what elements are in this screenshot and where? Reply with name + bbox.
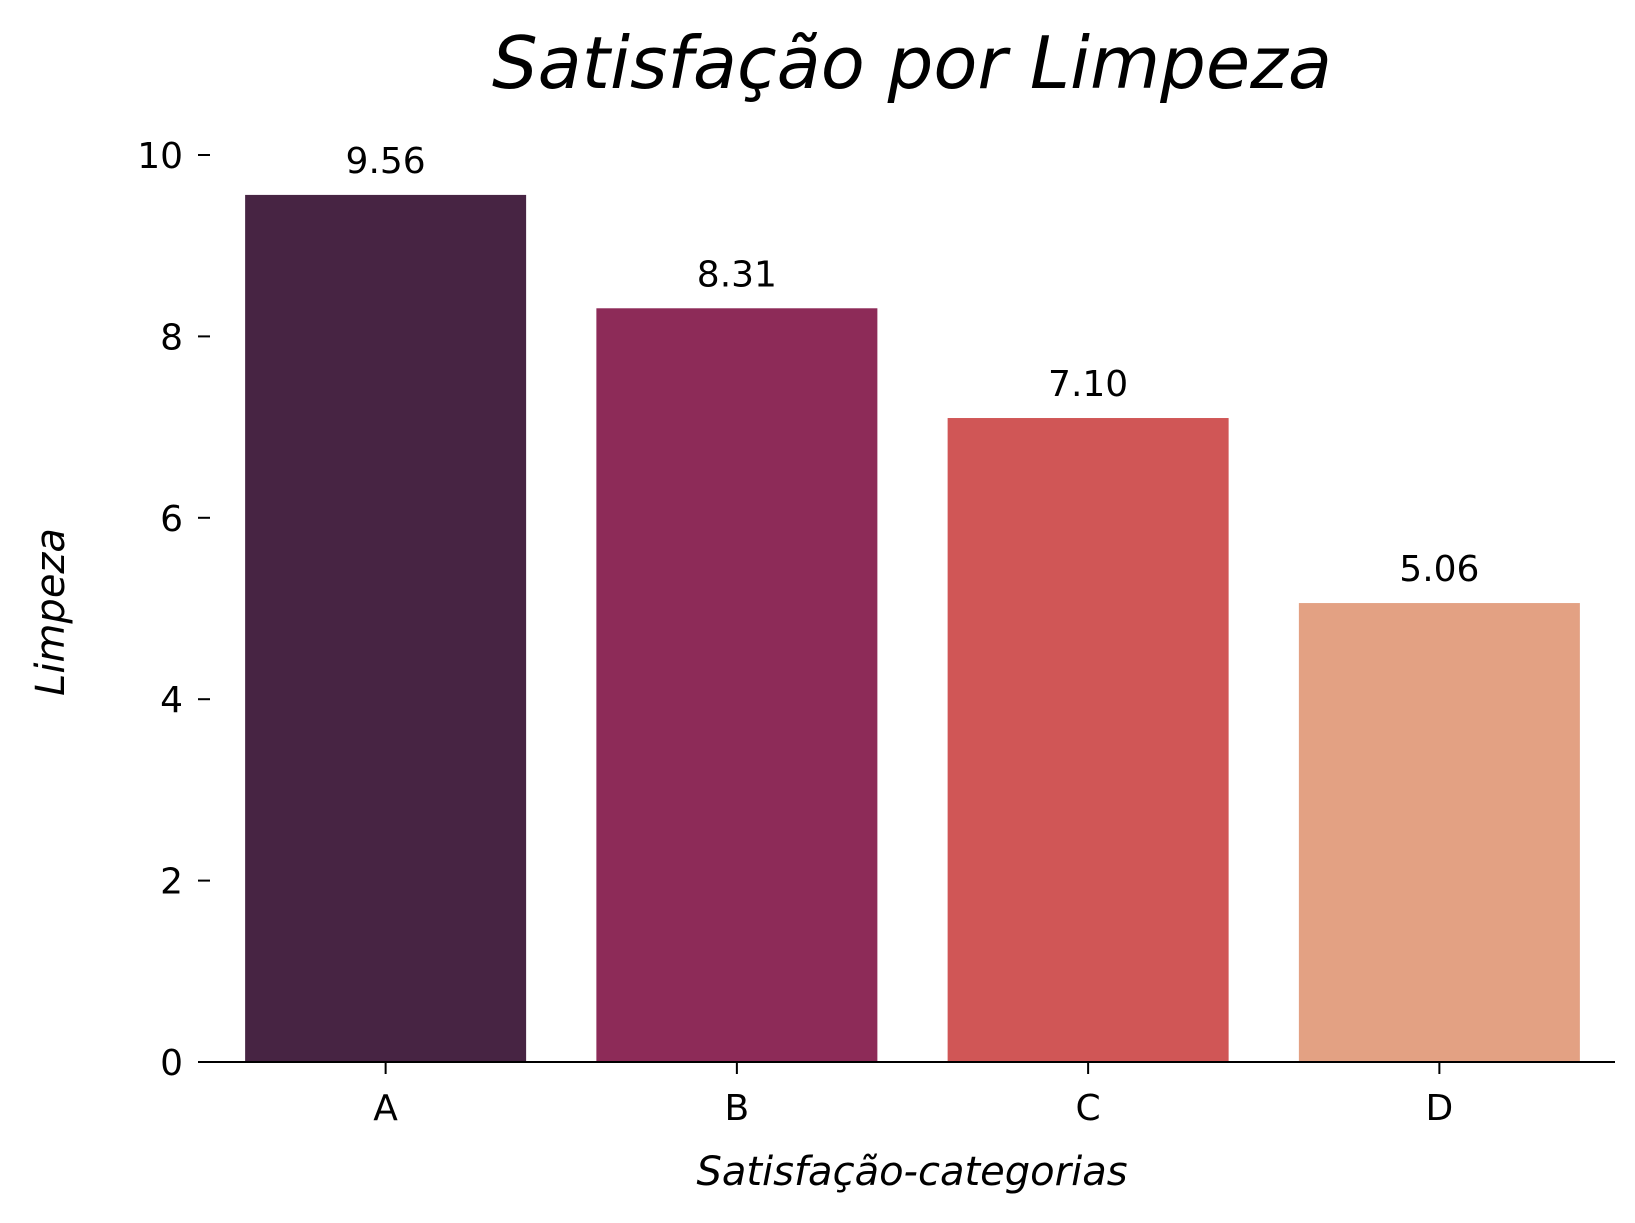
x-tick-label-a: A bbox=[373, 1088, 398, 1129]
x-tick-label-b: B bbox=[725, 1088, 750, 1129]
bar-c bbox=[947, 418, 1229, 1062]
value-label-a: 9.56 bbox=[346, 141, 426, 182]
bar-b bbox=[596, 308, 878, 1063]
y-axis: 0 2 4 6 8 10 bbox=[137, 136, 210, 1084]
y-axis-label: Limpeza bbox=[28, 528, 74, 696]
chart-title: Satisfação por Limpeza bbox=[492, 21, 1332, 105]
x-axis: A B C D bbox=[210, 1061, 1615, 1129]
value-labels-group: 9.56 8.31 7.10 5.06 bbox=[346, 141, 1480, 590]
x-tick-label-c: C bbox=[1076, 1088, 1101, 1129]
value-label-c: 7.10 bbox=[1048, 364, 1128, 405]
y-tick-label-6: 6 bbox=[160, 499, 183, 540]
bar-a bbox=[245, 194, 527, 1062]
y-tick-label-4: 4 bbox=[160, 680, 183, 721]
y-tick-label-8: 8 bbox=[160, 317, 183, 358]
value-label-b: 8.31 bbox=[697, 254, 777, 295]
x-axis-label: Satisfação-categorias bbox=[696, 1149, 1127, 1195]
y-tick-label-10: 10 bbox=[137, 136, 183, 177]
y-tick-label-2: 2 bbox=[160, 862, 183, 903]
bar-d bbox=[1298, 603, 1580, 1062]
x-tick-label-d: D bbox=[1426, 1088, 1454, 1129]
bars-group bbox=[245, 194, 1580, 1063]
y-tick-label-0: 0 bbox=[160, 1043, 183, 1084]
value-label-d: 5.06 bbox=[1399, 549, 1479, 590]
